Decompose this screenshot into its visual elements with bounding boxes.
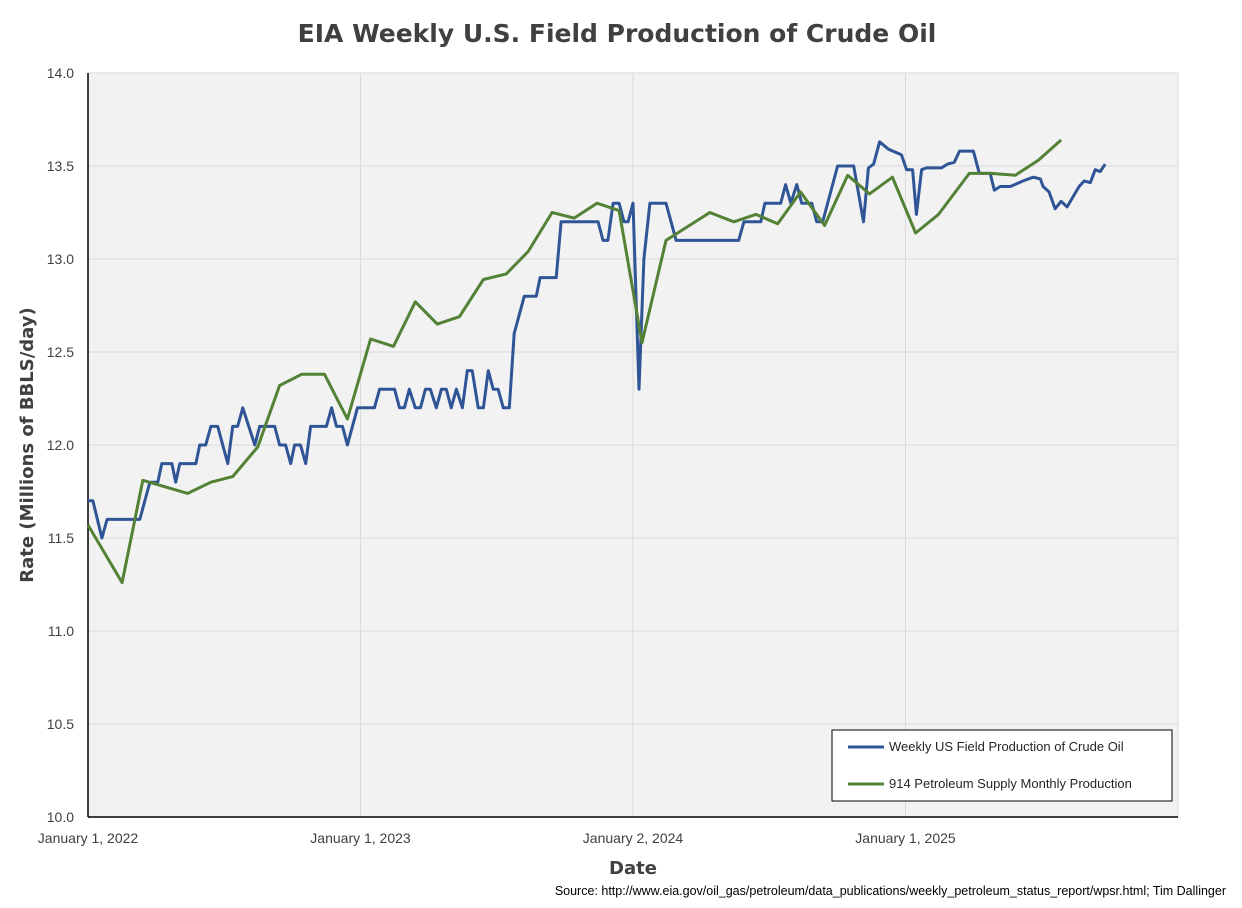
y-tick-label: 14.0	[47, 65, 74, 81]
x-axis-label: Date	[609, 858, 657, 879]
x-tick-label: January 1, 2022	[38, 830, 139, 846]
y-tick-label: 13.5	[47, 158, 74, 174]
y-tick-label: 13.0	[47, 251, 74, 267]
y-tick-label: 10.5	[47, 716, 74, 732]
y-tick-label: 12.0	[47, 437, 74, 453]
x-tick-label: January 1, 2025	[855, 830, 956, 846]
y-axis-label: Rate (Millions of BBLS/day)	[17, 307, 38, 582]
series-lines	[86, 138, 1107, 585]
legend-label-weekly: Weekly US Field Production of Crude Oil	[889, 739, 1124, 754]
legend: Weekly US Field Production of Crude Oil …	[831, 729, 1173, 802]
x-tick-label: January 2, 2024	[583, 830, 684, 846]
y-tick-label: 11.5	[48, 530, 74, 546]
series-line-1	[86, 138, 1063, 585]
y-axis-ticks: 10.0 10.5 11.0 11.5 12.0 12.5 13.0 13.5 14.0	[47, 65, 74, 825]
x-axis-ticks: January 1, 2022 January 1, 2023 January 2,…	[38, 830, 956, 846]
chart-title: EIA Weekly U.S. Field Production of Crud…	[298, 19, 937, 48]
y-tick-label: 11.0	[48, 623, 74, 639]
source-note: Source: http://www.eia.gov/oil_gas/petro…	[555, 884, 1226, 898]
x-tick-label: January 1, 2023	[310, 830, 411, 846]
legend-label-monthly: 914 Petroleum Supply Monthly Production	[889, 776, 1132, 791]
y-tick-label: 10.0	[47, 809, 74, 825]
y-tick-label: 12.5	[47, 344, 74, 360]
series-line-0	[88, 140, 1107, 540]
